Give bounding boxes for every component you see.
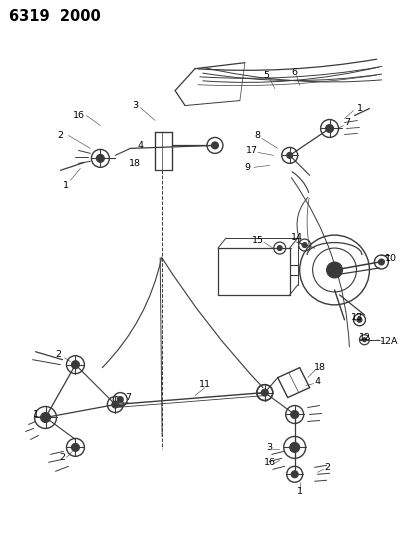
Text: 18: 18 — [314, 363, 326, 372]
Text: 7: 7 — [344, 118, 350, 127]
Text: 4: 4 — [315, 377, 321, 386]
Text: 12: 12 — [359, 333, 370, 342]
Circle shape — [287, 152, 293, 158]
Text: 9: 9 — [245, 163, 251, 172]
Text: 3: 3 — [267, 443, 273, 452]
Text: 8: 8 — [255, 131, 261, 140]
Circle shape — [96, 155, 104, 163]
Circle shape — [357, 317, 362, 322]
Circle shape — [378, 259, 384, 265]
Circle shape — [40, 413, 51, 423]
Circle shape — [112, 401, 119, 408]
Text: 1: 1 — [33, 410, 39, 419]
Circle shape — [71, 443, 80, 451]
Text: 3: 3 — [132, 101, 138, 110]
Text: 7: 7 — [125, 393, 131, 402]
Text: 16: 16 — [264, 458, 276, 467]
Text: 6: 6 — [292, 68, 298, 77]
Text: 2: 2 — [325, 463, 330, 472]
Circle shape — [326, 125, 334, 133]
Text: 10: 10 — [386, 254, 397, 263]
Text: 2: 2 — [58, 131, 64, 140]
Circle shape — [71, 361, 80, 369]
Circle shape — [291, 471, 298, 478]
Text: 6319  2000: 6319 2000 — [9, 9, 100, 24]
Text: 14: 14 — [290, 232, 303, 241]
Text: 13: 13 — [351, 313, 364, 322]
Text: 5: 5 — [264, 71, 270, 80]
Circle shape — [117, 397, 123, 402]
Text: 16: 16 — [73, 111, 84, 120]
Circle shape — [362, 338, 366, 342]
Circle shape — [261, 389, 268, 396]
Text: 2: 2 — [60, 453, 65, 462]
Text: 1: 1 — [62, 181, 69, 190]
Circle shape — [326, 262, 343, 278]
Text: 4: 4 — [137, 141, 143, 150]
Text: 1: 1 — [297, 487, 303, 496]
Text: 2: 2 — [55, 350, 62, 359]
Circle shape — [290, 442, 299, 453]
Circle shape — [302, 243, 307, 247]
Text: 17: 17 — [246, 146, 258, 155]
Text: 11: 11 — [199, 380, 211, 389]
Text: 1: 1 — [357, 104, 362, 113]
Text: 18: 18 — [129, 159, 141, 168]
Circle shape — [291, 410, 299, 418]
Text: 15: 15 — [252, 236, 264, 245]
Circle shape — [211, 142, 218, 149]
Circle shape — [277, 246, 282, 251]
Text: 12A: 12A — [380, 337, 399, 346]
